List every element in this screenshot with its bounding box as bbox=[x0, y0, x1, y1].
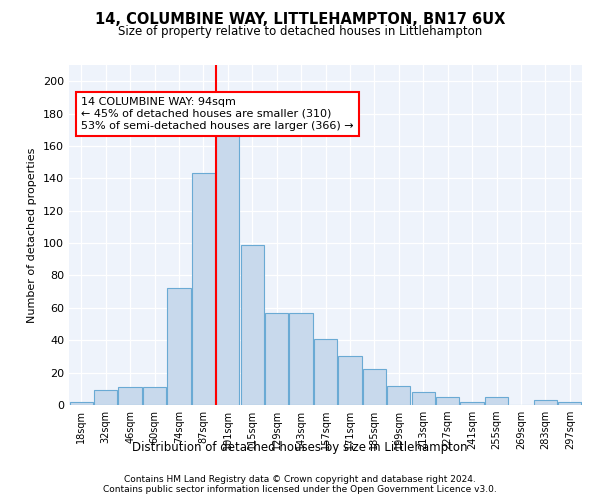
Bar bbox=[558, 402, 581, 405]
Text: 14, COLUMBINE WAY, LITTLEHAMPTON, BN17 6UX: 14, COLUMBINE WAY, LITTLEHAMPTON, BN17 6… bbox=[95, 12, 505, 28]
Bar bbox=[289, 312, 313, 405]
Bar bbox=[265, 312, 288, 405]
Bar bbox=[485, 397, 508, 405]
Bar bbox=[118, 387, 142, 405]
Bar bbox=[363, 370, 386, 405]
Bar bbox=[192, 174, 215, 405]
Bar bbox=[143, 387, 166, 405]
Bar bbox=[460, 402, 484, 405]
Bar bbox=[338, 356, 362, 405]
Text: Size of property relative to detached houses in Littlehampton: Size of property relative to detached ho… bbox=[118, 25, 482, 38]
Bar bbox=[167, 288, 191, 405]
Text: Distribution of detached houses by size in Littlehampton: Distribution of detached houses by size … bbox=[132, 441, 468, 454]
Bar bbox=[314, 338, 337, 405]
Y-axis label: Number of detached properties: Number of detached properties bbox=[28, 148, 37, 322]
Text: Contains public sector information licensed under the Open Government Licence v3: Contains public sector information licen… bbox=[103, 484, 497, 494]
Bar bbox=[216, 133, 239, 405]
Bar bbox=[534, 400, 557, 405]
Bar bbox=[436, 397, 459, 405]
Text: 14 COLUMBINE WAY: 94sqm
← 45% of detached houses are smaller (310)
53% of semi-d: 14 COLUMBINE WAY: 94sqm ← 45% of detache… bbox=[81, 98, 354, 130]
Bar bbox=[70, 402, 93, 405]
Bar bbox=[412, 392, 435, 405]
Text: Contains HM Land Registry data © Crown copyright and database right 2024.: Contains HM Land Registry data © Crown c… bbox=[124, 476, 476, 484]
Bar bbox=[387, 386, 410, 405]
Bar bbox=[241, 244, 264, 405]
Bar bbox=[94, 390, 117, 405]
